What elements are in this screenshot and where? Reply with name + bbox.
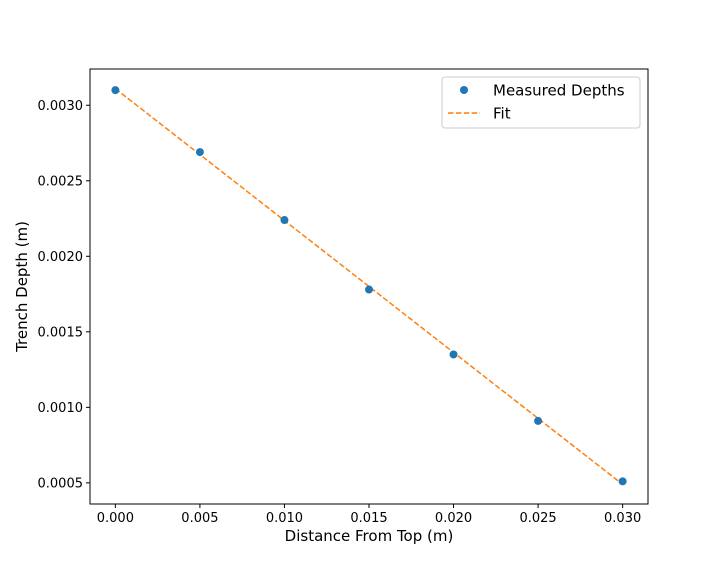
legend: Measured Depths Fit: [441, 76, 641, 129]
data-point: [280, 216, 289, 225]
x-tick-label: 0.005: [181, 511, 218, 526]
x-tick-label: 0.015: [350, 511, 387, 526]
x-tick-label: 0.025: [519, 511, 556, 526]
data-point: [534, 416, 543, 425]
y-tick-label: 0.0015: [38, 325, 84, 340]
y-tick-label: 0.0025: [38, 174, 84, 189]
data-point: [365, 285, 373, 294]
legend-label-measured: Measured Depths: [493, 82, 625, 100]
y-axis-label: Trench Depth (m): [13, 221, 31, 353]
legend-label-fit: Fit: [493, 105, 511, 123]
y-axis-ticks: 0.0005 0.0010 0.0015 0.0020 0.0025 0.0030: [38, 99, 90, 491]
x-tick-label: 0.030: [604, 511, 641, 526]
x-axis-ticks: 0.000 0.005 0.010 0.015 0.020 0.025 0.030: [97, 504, 641, 526]
data-point: [449, 350, 458, 359]
data-point: [618, 477, 627, 486]
y-tick-label: 0.0005: [38, 476, 84, 491]
x-tick-label: 0.010: [266, 511, 303, 526]
y-tick-label: 0.0010: [38, 401, 84, 416]
data-point: [111, 86, 120, 95]
y-tick-label: 0.0030: [38, 99, 84, 114]
x-tick-label: 0.000: [97, 511, 134, 526]
points-layer: [111, 86, 627, 486]
x-axis-label: Distance From Top (m): [285, 527, 454, 545]
legend-box: [441, 76, 641, 129]
data-point: [195, 148, 204, 157]
x-tick-label: 0.020: [435, 511, 472, 526]
legend-marker-measured: [460, 86, 468, 94]
y-tick-label: 0.0020: [38, 250, 84, 265]
